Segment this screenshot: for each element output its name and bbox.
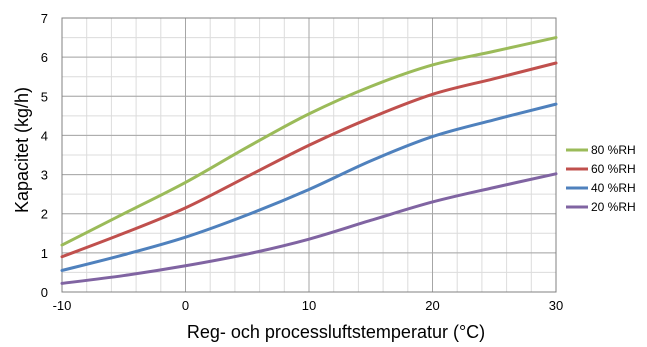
series-line-60-rh	[60, 61, 558, 259]
legend-label: 40 %RH	[591, 181, 636, 195]
series-line-20-rh	[60, 172, 558, 285]
legend-label: 60 %RH	[591, 162, 636, 176]
legend-label: 20 %RH	[591, 200, 636, 214]
legend: 80 %RH 60 %RH 40 %RH 20 %RH	[566, 143, 636, 214]
x-tick-label: 0	[182, 298, 189, 313]
x-tick-label: 30	[549, 298, 563, 313]
y-tick-label: 6	[41, 50, 48, 65]
y-tick-label: 5	[41, 89, 48, 104]
y-tick-label: 3	[41, 168, 48, 183]
series-lines	[60, 36, 558, 285]
plot-frame	[61, 17, 557, 293]
y-tick-label: 1	[41, 246, 48, 261]
series-line-40-rh	[60, 102, 558, 272]
y-axis-ticks: 0 1 2 3 4 5 6 7	[41, 11, 48, 300]
legend-label: 80 %RH	[591, 143, 636, 157]
plot-border	[61, 17, 557, 293]
y-tick-label: 4	[41, 128, 48, 143]
x-axis-ticks: -10 0 10 20 30	[53, 298, 564, 313]
y-axis-title: Kapacitet (kg/h)	[12, 87, 32, 213]
x-tick-label: 10	[302, 298, 316, 313]
x-tick-label: -10	[53, 298, 72, 313]
series-line-80-rh	[60, 36, 558, 247]
x-axis-title: Reg- och processluftstemperatur (°C)	[187, 322, 485, 342]
x-tick-label: 20	[425, 298, 439, 313]
y-tick-label: 2	[41, 207, 48, 222]
y-tick-label: 7	[41, 11, 48, 26]
y-tick-label: 0	[41, 285, 48, 300]
